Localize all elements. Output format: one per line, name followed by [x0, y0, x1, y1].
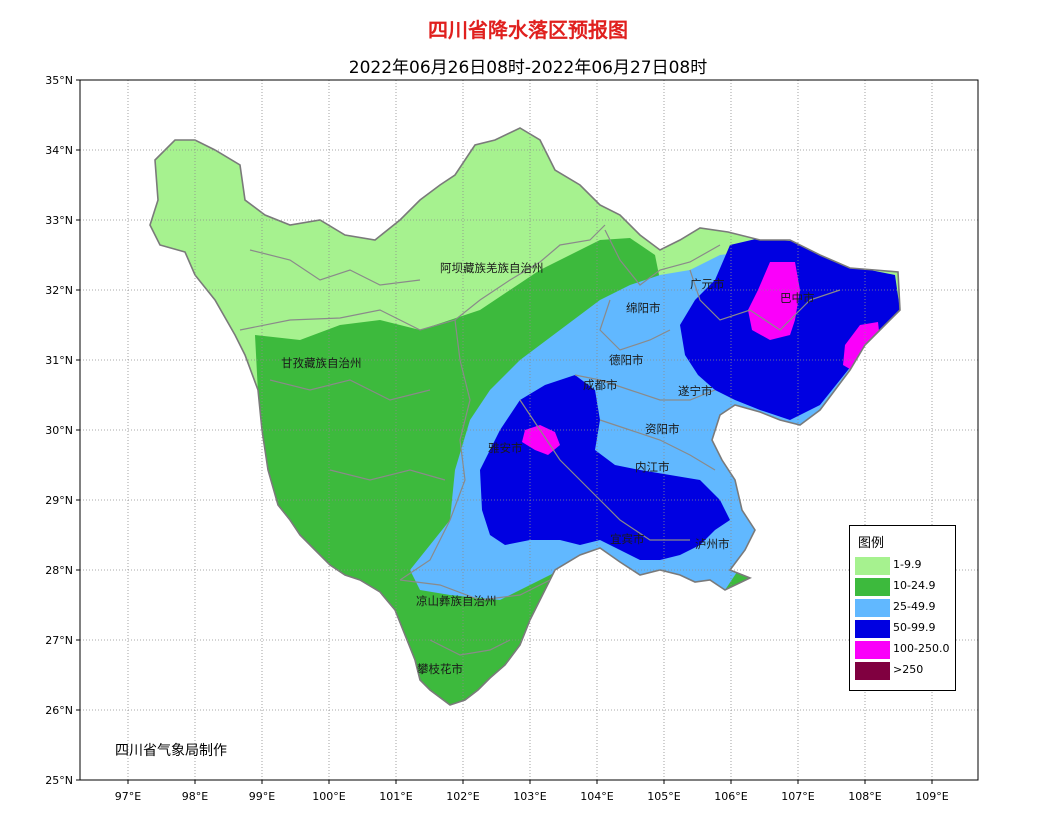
legend-label: >250 [893, 663, 924, 676]
region-labels: 阿坝藏族羌族自治州 甘孜藏族自治州 绵阳市 广元市 巴中市 德阳市 成都市 遂宁… [281, 261, 815, 676]
legend-swatch [855, 620, 890, 638]
region-label-guangyuan: 广元市 [690, 277, 725, 291]
lon-labels: 97°E 98°E 99°E 100°E 101°E 102°E 103°E 1… [115, 790, 949, 803]
region-label-yaan: 雅安市 [488, 441, 523, 455]
credit-text: 四川省气象局制作 [115, 743, 227, 759]
legend-item: 25-49.9 [855, 599, 955, 617]
lon-label: 97°E [115, 790, 141, 803]
lon-label: 107°E [781, 790, 814, 803]
lon-label: 99°E [249, 790, 275, 803]
legend-title: 图例 [858, 536, 885, 551]
legend-label: 25-49.9 [893, 600, 936, 613]
lat-label: 25°N [45, 774, 73, 787]
prefecture-boundaries [239, 224, 841, 656]
lon-label: 104°E [580, 790, 613, 803]
region-label-luzhou: 泸州市 [695, 537, 730, 551]
legend-item: >250 [855, 662, 955, 680]
precip-zone-100-250-east [843, 322, 880, 372]
lat-label: 33°N [45, 214, 73, 227]
legend-item: 100-250.0 [855, 641, 955, 659]
region-label-mianyang: 绵阳市 [626, 301, 661, 315]
region-label-chengdu: 成都市 [583, 378, 618, 392]
lon-label: 98°E [182, 790, 208, 803]
legend-swatch [855, 578, 890, 596]
legend-label: 100-250.0 [893, 642, 950, 655]
region-label-deyang: 德阳市 [609, 353, 644, 367]
lat-label: 30°N [45, 424, 73, 437]
legend-swatch [855, 557, 890, 575]
lat-label: 34°N [45, 144, 73, 157]
lat-label: 31°N [45, 354, 73, 367]
legend-label: 50-99.9 [893, 621, 936, 634]
lon-label: 106°E [714, 790, 747, 803]
lat-label: 26°N [45, 704, 73, 717]
precip-zone-100-250-bazhong [748, 262, 800, 340]
lat-label: 32°N [45, 284, 73, 297]
legend-label: 10-24.9 [893, 579, 936, 592]
page-title: 四川省降水落区预报图 [428, 18, 628, 42]
lon-label: 108°E [848, 790, 881, 803]
region-label-aba: 阿坝藏族羌族自治州 [440, 261, 544, 275]
lat-labels: 35°N 34°N 33°N 32°N 31°N 30°N 29°N 28°N … [45, 74, 73, 787]
region-label-panzhihua: 攀枝花市 [417, 662, 463, 676]
precip-zone-100-250-yaan [522, 425, 560, 455]
lat-label: 27°N [45, 634, 73, 647]
precip-zone-50-99-central [480, 375, 730, 560]
legend-swatch [855, 641, 890, 659]
lat-label: 35°N [45, 74, 73, 87]
region-label-bazhong: 巴中市 [780, 291, 815, 305]
legend-item: 50-99.9 [855, 620, 955, 638]
axis-ticks [76, 79, 933, 784]
lon-label: 102°E [446, 790, 479, 803]
legend-item: 1-9.9 [855, 557, 955, 575]
lon-label: 105°E [647, 790, 680, 803]
region-label-ganzi: 甘孜藏族自治州 [281, 356, 362, 370]
legend-item: 10-24.9 [855, 578, 955, 596]
legend-label: 1-9.9 [893, 558, 922, 571]
region-label-ziyang: 资阳市 [645, 422, 680, 436]
region-label-suining: 遂宁市 [678, 384, 713, 398]
lon-label: 109°E [915, 790, 948, 803]
legend: 图例 1-9.9 10-24.9 25-49.9 50-99.9 100-250… [849, 525, 956, 691]
lon-label: 101°E [379, 790, 412, 803]
lat-label: 29°N [45, 494, 73, 507]
legend-swatch [855, 662, 890, 680]
province-boundary [149, 127, 901, 706]
region-label-liangshan: 凉山彝族自治州 [416, 594, 497, 608]
region-label-neijiang: 内江市 [635, 460, 670, 474]
page-subtitle: 2022年06月26日08时-2022年06月27日08时 [348, 58, 708, 78]
lat-label: 28°N [45, 564, 73, 577]
lon-label: 100°E [312, 790, 345, 803]
legend-swatch [855, 599, 890, 617]
region-label-yibin: 宜宾市 [610, 532, 645, 546]
lon-label: 103°E [513, 790, 546, 803]
